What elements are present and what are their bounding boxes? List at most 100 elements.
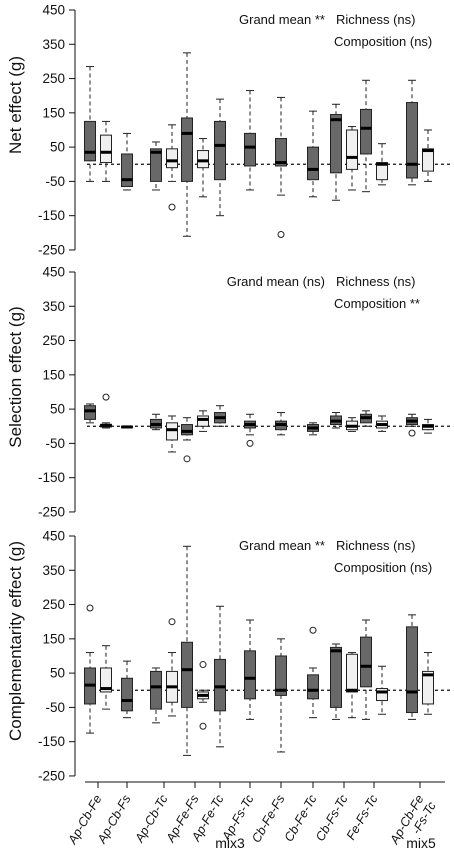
- x-group-label-mix5: mix5: [406, 835, 436, 851]
- annotation-richness: Richness (ns): [336, 274, 415, 289]
- box-Ap-Cb-Fe-light: [100, 120, 112, 182]
- box-Ap-Cb-Tc-light: [166, 415, 178, 453]
- y-tick-label: 50: [50, 402, 65, 417]
- box-Ap-Fe-Tc-dark: [214, 605, 226, 748]
- box-body: [166, 422, 178, 441]
- box-Ap-Cb-Fe-Fs-Tc-dark: [406, 614, 418, 720]
- box-Cb-Fe-Tc-dark: [307, 110, 319, 198]
- outlier-point: [408, 429, 416, 437]
- y-tick-label: 150: [42, 631, 65, 646]
- box-Fe-Fs-Tc-dark: [360, 79, 372, 193]
- box-Fe-Fs-Tc-dark: [360, 619, 372, 720]
- box-body: [376, 688, 388, 702]
- y-tick-label: 450: [42, 265, 65, 280]
- annotation-grand-mean: Grand mean (ns): [227, 274, 325, 289]
- y-tick-label: 250: [42, 71, 65, 86]
- box-body: [150, 148, 162, 182]
- y-tick-label: 450: [42, 3, 65, 18]
- outlier-point: [86, 604, 94, 612]
- box-body: [214, 658, 226, 712]
- y-tick-label: 450: [42, 529, 65, 544]
- box-Cb-Fe-Fs-dark: [275, 96, 287, 239]
- box-body: [121, 153, 133, 188]
- y-tick-label: -50: [45, 174, 65, 189]
- box-Ap-Fe-Tc-dark: [214, 405, 226, 427]
- y-tick-label: -150: [38, 734, 65, 749]
- box-body: [181, 424, 193, 436]
- box-body: [360, 636, 372, 688]
- box-Ap-Cb-Tc-dark: [150, 413, 162, 431]
- box-Ap-Fs-Tc-dark: [244, 90, 256, 191]
- y-tick-label: 250: [42, 333, 65, 348]
- y-axis-title: Net effect (g): [6, 56, 25, 154]
- box-Ap-Cb-Tc-light: [166, 124, 178, 211]
- box-Ap-Cb-Tc-light: [166, 618, 178, 717]
- box-Ap-Cb-Fs-dark: [121, 660, 133, 719]
- box-body: [376, 162, 388, 181]
- box-Ap-Cb-Tc-dark: [150, 667, 162, 724]
- box-body: [197, 150, 209, 169]
- box-body: [214, 120, 226, 181]
- box-body: [181, 117, 193, 182]
- box-body: [346, 129, 358, 170]
- box-body: [181, 641, 193, 708]
- box-Ap-Cb-Fs-dark: [121, 425, 133, 429]
- box-body: [244, 132, 256, 167]
- box-Ap-Cb-Fs-dark: [121, 132, 133, 191]
- box-body: [307, 674, 319, 700]
- box-body: [84, 120, 96, 162]
- box-Cb-Fe-Fs-dark: [275, 412, 287, 436]
- box-body: [422, 670, 434, 705]
- box-Ap-Fs-Tc-dark: [244, 413, 256, 447]
- y-tick-label: 150: [42, 105, 65, 120]
- y-tick-label: 250: [42, 597, 65, 612]
- box-Cb-Fs-Tc-dark: [330, 103, 342, 201]
- outlier-point: [168, 618, 176, 626]
- outlier-point: [246, 439, 254, 447]
- annotation-richness: Richness (ns): [336, 538, 415, 553]
- outlier-point: [102, 393, 110, 401]
- box-Ap-Fe-Tc-dark: [214, 98, 226, 217]
- box-Fe-Fs-Tc-light: [376, 665, 388, 715]
- box-Ap-Cb-Fe-light: [100, 393, 112, 429]
- box-Ap-Cb-Fe-Fs-Tc-dark: [406, 79, 418, 186]
- x-group-label-mix3: mix3: [215, 835, 245, 851]
- box-body: [307, 146, 319, 181]
- box-Ap-Fe-Fs-light: [197, 410, 209, 432]
- box-Ap-Cb-Fe-Fs-Tc-light: [422, 652, 434, 715]
- y-tick-label: 50: [50, 140, 65, 155]
- outlier-point: [309, 626, 317, 634]
- annotation-grand-mean: Grand mean **: [239, 538, 325, 553]
- outlier-point: [277, 231, 285, 239]
- box-Fe-Fs-Tc-light: [376, 415, 388, 432]
- chart-panel-3: 450 350 250 150 50 -50 -150 -250 Complementarity…: [6, 529, 452, 783]
- box-body: [406, 626, 418, 714]
- box-Cb-Fe-Fs-dark: [275, 638, 287, 753]
- box-body: [197, 415, 209, 427]
- y-axis-title: Complementarity effect (g): [6, 541, 25, 741]
- box-body: [166, 148, 178, 169]
- box-Ap-Cb-Fe-Fs-Tc-light: [422, 129, 434, 182]
- y-tick-label: 350: [42, 299, 65, 314]
- y-tick-label: 350: [42, 563, 65, 578]
- box-Cb-Fs-Tc-light: [346, 652, 358, 719]
- box-body: [330, 646, 342, 708]
- box-body: [100, 134, 112, 164]
- annotation-composition: Composition (ns): [334, 34, 432, 49]
- box-Fe-Fs-Tc-light: [376, 143, 388, 186]
- y-tick-label: -150: [38, 470, 65, 485]
- outlier-point: [183, 455, 191, 463]
- box-Ap-Fe-Fs-light: [197, 661, 209, 730]
- box-body: [360, 108, 372, 155]
- box-body: [244, 650, 256, 700]
- box-Ap-Cb-Fe-dark: [84, 604, 96, 734]
- y-tick-label: 50: [50, 666, 65, 681]
- y-tick-label: 350: [42, 37, 65, 52]
- annotation-composition: Composition **: [334, 296, 420, 311]
- box-Ap-Fe-Fs-dark: [181, 52, 193, 237]
- box-body: [422, 148, 434, 172]
- x-axis: Ap-Cb-FeAp-Cb-FsAp-Cb-TcAp-Fe-FsAp-Fe-Tc…: [65, 781, 445, 851]
- box-Ap-Cb-Fe-dark: [84, 403, 96, 424]
- box-Ap-Fe-Fs-dark: [181, 545, 193, 756]
